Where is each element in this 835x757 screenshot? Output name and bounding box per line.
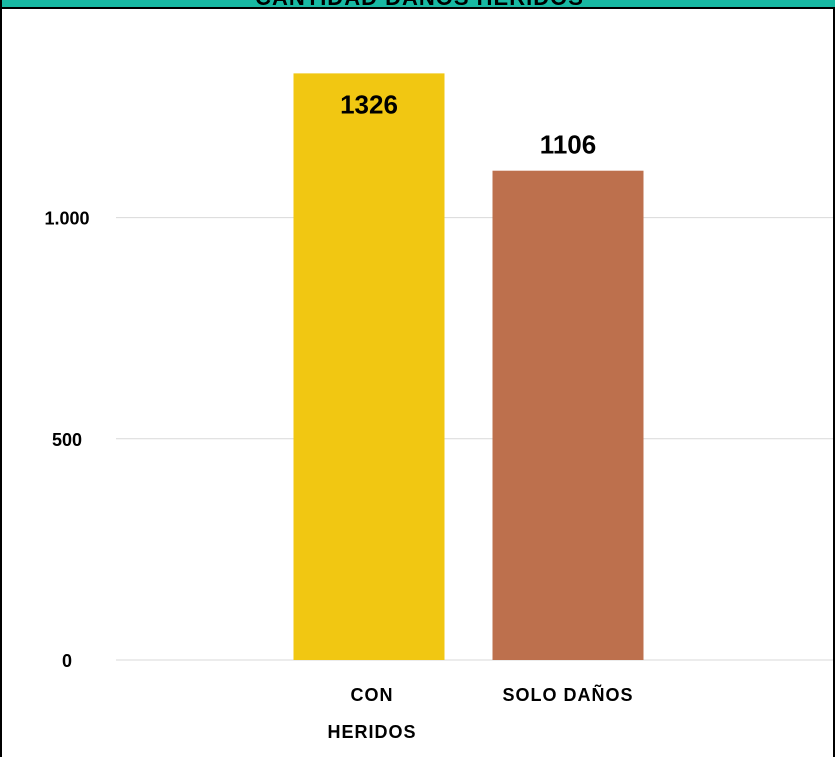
y-tick-label: 1.000 <box>44 209 89 229</box>
gridlines <box>116 217 833 661</box>
y-tick-label: 500 <box>52 430 82 450</box>
y-axis: 0 500 1.000 <box>44 209 89 671</box>
x-tick-label: SOLO DAÑOS <box>502 684 633 705</box>
x-tick-label: HERIDOS <box>327 722 416 742</box>
title-band: CANTIDAD DAÑOS HERIDOS <box>2 0 835 9</box>
bars <box>293 73 644 660</box>
data-label: 1106 <box>540 130 596 160</box>
y-tick-label: 0 <box>62 651 72 671</box>
bar <box>293 73 445 660</box>
data-label: 1326 <box>340 89 398 119</box>
x-tick-label: CON <box>351 685 394 705</box>
data-labels: 1326 1106 <box>340 89 596 159</box>
bar <box>492 170 644 660</box>
x-axis: CON HERIDOS SOLO DAÑOS <box>327 684 633 742</box>
chart-title: CANTIDAD DAÑOS HERIDOS <box>2 0 835 7</box>
